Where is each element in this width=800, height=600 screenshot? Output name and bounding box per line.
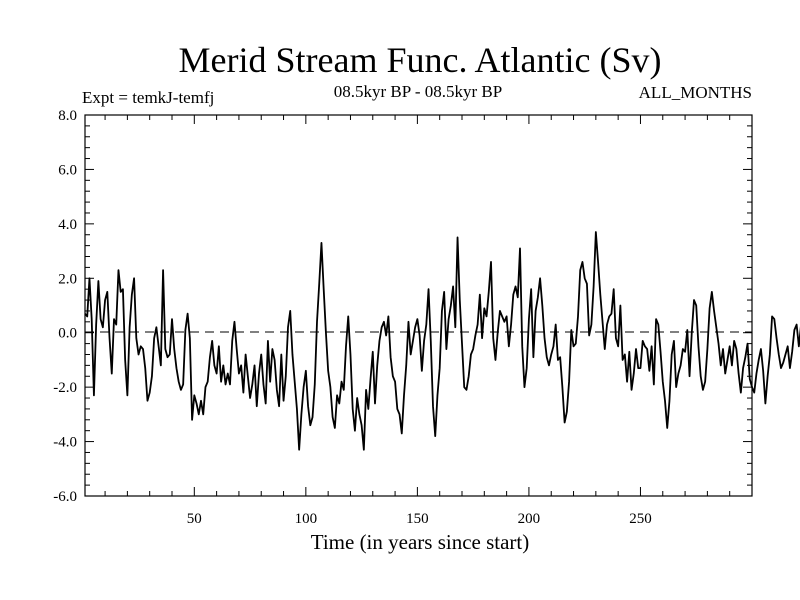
y-tick-label: -2.0 [53,380,77,396]
y-axis: -6.0 -4.0 -2.0 0.0 2.0 4.0 6.0 8.0 [53,108,752,505]
x-tick-label: 150 [406,511,429,527]
season-label: ALL_MONTHS [639,83,752,102]
y-tick-label: -6.0 [53,489,77,505]
y-tick-label: -4.0 [53,435,77,451]
experiment-label: Expt = temkJ-temfj [82,88,214,107]
x-tick-label: 250 [629,511,652,527]
x-tick-label: 50 [187,511,202,527]
series-line [84,231,800,451]
chart-title: Merid Stream Func. Atlantic (Sv) [179,40,662,80]
y-tick-label: 4.0 [58,217,77,233]
y-tick-label: 0.0 [58,326,77,342]
x-axis-label: Time (in years since start) [311,530,530,554]
y-tick-label: 8.0 [58,108,77,124]
x-axis: 50 100 150 200 250 [104,115,753,527]
series-layer [84,231,800,451]
period-label: 08.5kyr BP - 08.5kyr BP [334,82,502,101]
y-tick-label: 6.0 [58,162,77,178]
y-tick-label: 2.0 [58,271,77,287]
x-tick-label: 200 [518,511,541,527]
plot-frame [84,114,753,497]
x-tick-label: 100 [295,511,318,527]
